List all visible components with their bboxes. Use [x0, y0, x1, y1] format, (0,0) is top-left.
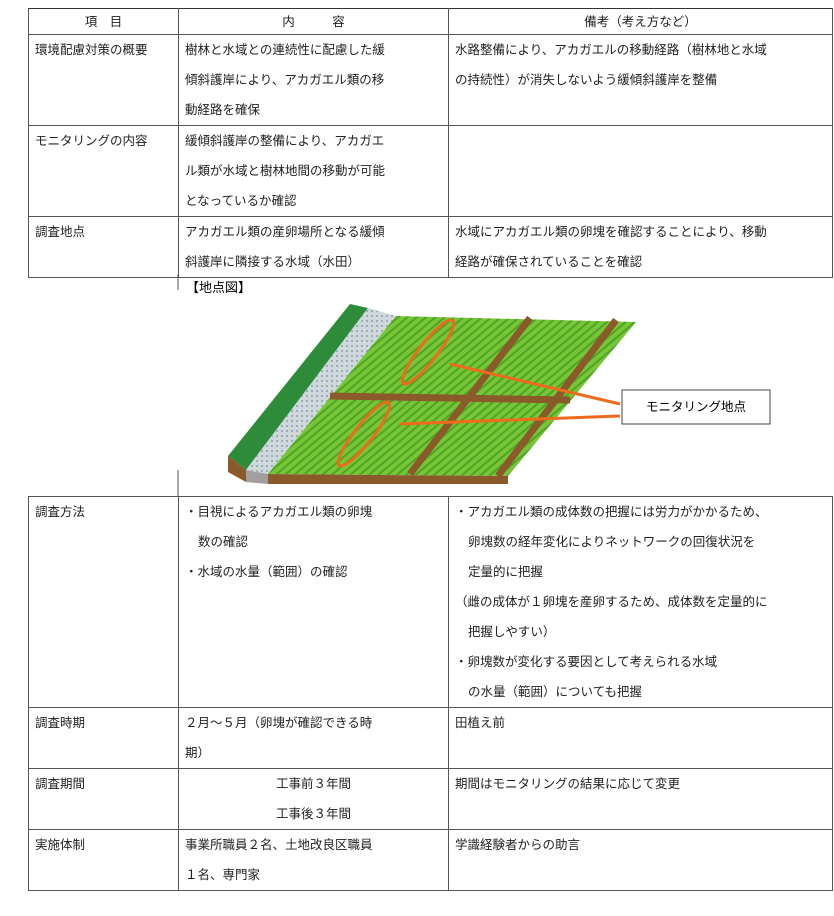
cell-line: モニタリングの内容	[35, 133, 148, 148]
cell-line: 水路整備により、アカガエルの移動経路（樹林地と水域	[455, 42, 767, 57]
cell-line: となっているか確認	[185, 193, 297, 208]
cell-line: 学識経験者からの助言	[455, 837, 581, 852]
table-cell: ２月～５月（卵塊が確認できる時 期）	[178, 707, 449, 769]
cell-line: 経路が確保されていることを確認	[455, 254, 643, 269]
table-cell: 田植え前	[448, 707, 833, 769]
header-cell: 内 容	[178, 8, 449, 35]
table-cell: 環境配慮対策の概要	[28, 34, 179, 126]
table-row: 調査時期 ２月～５月（卵塊が確認できる時 期） 田植え前	[28, 707, 833, 769]
gravel	[246, 308, 396, 474]
table-top: 項 目内 容備考（考え方など） 環境配慮対策の概要 樹林と水域との連続性に配慮した緩…	[28, 8, 833, 278]
table-row: 調査地点 アカガエル類の産卵場所となる緩傾 斜護岸に隣接する水域（水田） 水域にアカガ…	[28, 216, 833, 278]
cell-line: 傾斜護岸により、アカガエル類の移	[185, 72, 385, 87]
table-cell: 学識経験者からの助言	[448, 829, 833, 891]
cell-line: ・水域の水量（範囲）の確認	[185, 564, 348, 579]
table-cell: ・目視によるアカガエル類の卵塊数の確認・水域の水量（範囲）の確認	[178, 496, 449, 708]
cell-line: ル類が水域と樹林地間の移動が可能	[185, 163, 386, 178]
header-cell: 備考（考え方など）	[448, 8, 833, 35]
table-row: 調査方法 ・目視によるアカガエル類の卵塊 数の確認 ・水域の水量（範囲）の確認 ・アカガ…	[28, 496, 833, 708]
cell-line: 斜護岸に隣接する水域（水田）	[185, 254, 361, 269]
table-row: モニタリングの内容 緩傾斜護岸の整備により、アカガエ ル類が水域と樹林地間の移動が可…	[28, 125, 833, 217]
table-cell: 事業所職員２名、土地改良区職員 １名、専門家	[178, 829, 449, 891]
cell-line: 工事前３年間	[275, 776, 351, 791]
table-cell: 水域にアカガエル類の卵塊を確認することにより、移動 経路が確保されていることを確認	[448, 216, 833, 278]
cell-line: 実施体制	[35, 837, 86, 852]
table-cell: アカガエル類の産卵場所となる緩傾 斜護岸に隣接する水域（水田）	[178, 216, 449, 278]
figure-title: 【地点図】	[186, 281, 251, 296]
cell-line: 把握しやすい）	[468, 624, 556, 639]
cell-line: 定量的に把握	[468, 564, 544, 579]
table-cell	[448, 125, 833, 217]
cell-line: ２月～５月（卵塊が確認できる時	[185, 715, 373, 730]
table-cell: 水路整備により、アカガエルの移動経路（樹林地と水域 の持続性）が消失しないよう緩傾…	[448, 34, 833, 126]
cell-line: １名、専門家	[185, 867, 261, 882]
cell-line: 期）	[185, 745, 211, 760]
table-row: 調査期間 工事前３年間 工事後３年間 期間はモニタリングの結果に応じて変更	[28, 768, 833, 830]
cell-line: 環境配慮対策の概要	[35, 42, 148, 57]
cell-line: の持続性）が消失しないよう緩傾斜護岸を整備	[455, 72, 718, 87]
header-row: 項 目内 容備考（考え方など）	[28, 8, 833, 35]
slope	[228, 304, 368, 470]
table-cell: 緩傾斜護岸の整備により、アカガエ ル類が水域と樹林地間の移動が可能 となっているか確…	[178, 125, 449, 217]
cell-line: ・目視によるアカガエル類の卵塊	[185, 504, 373, 519]
cell-line: （雌の成体が１卵塊を産卵するため、成体数を定量的に	[455, 594, 768, 609]
cell-line: 調査期間	[35, 776, 86, 791]
cell-line: 動経路を確保	[185, 102, 261, 117]
table-cell: 調査時期	[28, 707, 179, 769]
cell-line: 水域にアカガエル類の卵塊を確認することにより、移動	[455, 224, 767, 239]
table-cell: モニタリングの内容	[28, 125, 179, 217]
cell-line: ・アカガエル類の成体数の把握には労力がかかるため、	[455, 504, 768, 519]
cell-line: 事業所職員２名、土地改良区職員	[185, 837, 373, 852]
cell-line: 田植え前	[455, 715, 506, 730]
table-row: 環境配慮対策の概要 樹林と水域との連続性に配慮した緩 傾斜護岸により、アカガエル類の…	[28, 34, 833, 126]
cell-line: アカガエル類の産卵場所となる緩傾	[185, 224, 385, 239]
table-cell: 期間はモニタリングの結果に応じて変更	[448, 768, 833, 830]
table-cell: 工事前３年間 工事後３年間	[178, 768, 449, 830]
cell-line: 数の確認	[198, 534, 249, 549]
table-cell: 樹林と水域との連続性に配慮した緩 傾斜護岸により、アカガエル類の移 動経路を確保	[178, 34, 449, 126]
cell-line: 調査地点	[35, 224, 86, 239]
cell-line: 工事後３年間	[275, 806, 351, 821]
cell-line: 調査方法	[35, 504, 86, 519]
table-cell: 調査地点	[28, 216, 179, 278]
table-cell: ・アカガエル類の成体数の把握には労力がかかるため、 卵塊数の経年変化によりネットワ…	[448, 496, 833, 708]
cell-line: ・卵塊数が変化する要因として考えられる水域	[455, 654, 718, 669]
cell-line: 樹林と水域との連続性に配慮した緩	[185, 42, 385, 57]
cell-line: 調査時期	[35, 715, 86, 730]
cell-line: 期間はモニタリングの結果に応じて変更	[455, 776, 681, 791]
callout: モニタリング地点	[646, 399, 746, 414]
cell-line: の水量（範囲）についても把握	[468, 684, 643, 699]
table-row: 実施体制 事業所職員２名、土地改良区職員 １名、専門家 学識経験者からの助言	[28, 829, 833, 891]
map-figure: 【地点図】 モニタリング地点	[177, 274, 771, 496]
cell-line: 卵塊数の経年変化によりネットワークの回復状況を	[468, 534, 756, 549]
cell-line: 緩傾斜護岸の整備により、アカガエ	[185, 133, 385, 148]
table-cell: 調査期間	[28, 768, 179, 830]
header-cell: 項 目	[28, 8, 179, 35]
figure: 【地点図】 モニタリング地点	[0, 274, 834, 496]
table-cell: 調査方法	[28, 496, 179, 708]
table-bottom: 調査方法 ・目視によるアカガエル類の卵塊 数の確認 ・水域の水量（範囲）の確認 ・アカガ…	[28, 496, 833, 891]
table-cell: 実施体制	[28, 829, 179, 891]
